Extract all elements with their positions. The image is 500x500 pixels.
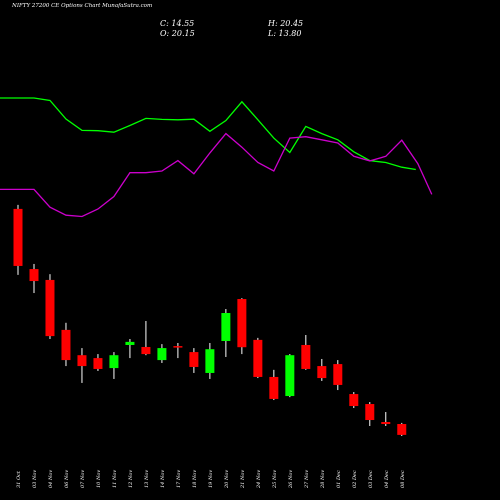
magenta-indicator-line (0, 132, 433, 218)
candle (93, 354, 103, 371)
candle (13, 204, 23, 275)
x-tick-label: 01 Dec (336, 470, 342, 488)
candle-body-up (125, 341, 135, 345)
x-tick-label: 03 Nov (32, 470, 38, 488)
high-value: H: 20.45 (268, 19, 304, 28)
x-tick-label: 02 Dec (352, 470, 358, 488)
x-tick-label: 21 Nov (240, 470, 246, 489)
x-tick-label: 13 Nov (144, 470, 150, 488)
candle (317, 358, 327, 381)
candle (125, 338, 135, 359)
candle (189, 348, 199, 373)
candle (157, 344, 167, 363)
x-tick-label: 28 Nov (320, 470, 326, 489)
candle (349, 392, 359, 409)
x-tick-label: 04 Dec (384, 470, 390, 488)
x-tick-label: 06 Nov (64, 470, 70, 488)
candle (221, 309, 231, 357)
candles (13, 204, 407, 437)
x-tick-label: 26 Nov (288, 470, 294, 489)
candle (381, 412, 391, 427)
candle-body-down (253, 339, 263, 377)
candle-body-up (285, 355, 295, 397)
candle (29, 263, 39, 294)
candle (333, 360, 343, 391)
candle-body-down (29, 269, 39, 282)
candle (285, 354, 295, 398)
green-indicator-line (0, 97, 416, 171)
candle (253, 337, 263, 379)
candle (269, 369, 279, 401)
x-tick-label: 03 Dec (368, 470, 374, 488)
x-tick-label: 04 Nov (48, 470, 54, 488)
candle-body-down (189, 352, 199, 367)
candle-body-down (45, 279, 55, 337)
x-tick-label: 14 Nov (160, 470, 166, 488)
x-tick-label: 25 Nov (272, 470, 278, 489)
x-tick-label: 24 Nov (256, 470, 262, 489)
candle-body-down (381, 422, 391, 425)
candle-body-down (333, 364, 343, 385)
candle-body-down (93, 358, 103, 369)
x-tick-label: 17 Nov (176, 470, 182, 488)
candle-body-down (141, 346, 151, 355)
candle (365, 402, 375, 427)
candle-body-down (349, 394, 359, 407)
candle (109, 352, 119, 379)
candle-body-down (365, 404, 375, 421)
candle-body-down (317, 366, 327, 379)
candle (173, 342, 183, 359)
x-tick-label: 07 Nov (80, 470, 86, 488)
candle-body-down (301, 344, 311, 369)
candle-body-down (13, 208, 23, 266)
x-tick-label: 20 Nov (224, 470, 230, 489)
x-tick-label: 08 Dec (400, 470, 406, 488)
candle-body-down (269, 376, 279, 399)
x-tick-label: 18 Nov (192, 470, 198, 488)
candle (77, 348, 87, 383)
x-tick-label: 27 Nov (304, 470, 310, 489)
candle (301, 334, 311, 370)
indicator-lines (0, 97, 433, 218)
x-tick-label: 11 Nov (112, 470, 118, 488)
close-value: C: 14.55 (160, 19, 195, 28)
candle-body-down (77, 355, 87, 367)
candle (397, 422, 407, 437)
low-value: L: 13.80 (268, 29, 302, 38)
candle (61, 322, 71, 367)
candle-body-down (173, 346, 183, 348)
candle-body-up (205, 349, 215, 373)
chart-title: NIFTY 27200 CE Options Chart MunafaSutra… (12, 3, 153, 9)
x-tick-label: 19 Nov (208, 470, 214, 488)
candle (141, 321, 151, 356)
x-axis-labels: 31 Oct 03 Nov 04 Nov 06 Nov 07 Nov 10 Nov 11 N… (16, 470, 406, 489)
x-tick-label: 10 Nov (96, 470, 102, 488)
candle-body-up (157, 348, 167, 361)
x-tick-label: 12 Nov (128, 470, 134, 488)
candle-body-down (397, 424, 407, 435)
open-value: O: 20.15 (160, 29, 195, 38)
candle-body-up (109, 355, 119, 369)
candle (45, 274, 55, 339)
candle-body-down (237, 299, 247, 348)
candle (237, 298, 247, 355)
candle-body-up (221, 313, 231, 341)
candle (205, 342, 215, 379)
x-tick-label: 31 Oct (16, 470, 22, 488)
candle-body-down (61, 329, 71, 361)
